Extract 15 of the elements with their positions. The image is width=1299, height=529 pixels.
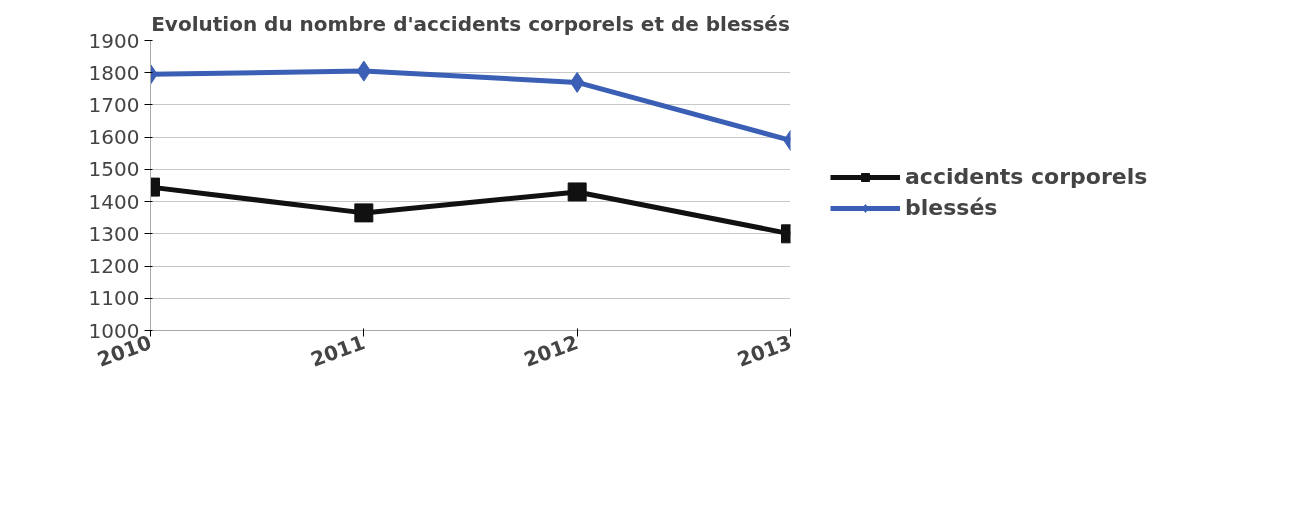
x-tick-label: 2011 xyxy=(307,330,368,372)
y-tick-label: 1600 xyxy=(88,125,140,150)
y-tick-label: 1500 xyxy=(88,157,140,182)
y-tick-label: 1200 xyxy=(88,254,140,279)
legend-label: blessés xyxy=(905,195,998,220)
legend-label: accidents corporels xyxy=(905,164,1148,189)
x-tick-label: 2012 xyxy=(520,330,582,372)
y-tick-label: 1100 xyxy=(88,286,140,311)
y-tick-label: 1300 xyxy=(88,221,140,246)
y-tick-label: 1800 xyxy=(88,60,140,85)
y-tick-label: 1900 xyxy=(88,28,140,53)
y-tick-label: 1400 xyxy=(88,189,140,214)
chart-title: Evolution du nombre d'accidents corporels et de blessés xyxy=(151,11,790,36)
x-tick-label: 2013 xyxy=(734,330,795,372)
y-tick-label: 1700 xyxy=(88,92,140,117)
